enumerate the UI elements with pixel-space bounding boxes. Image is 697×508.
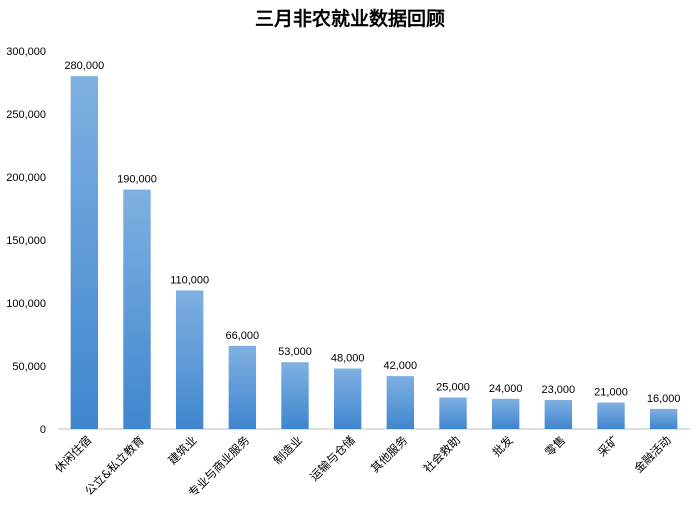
bar <box>597 402 625 429</box>
y-tick-label: 250,000 <box>6 109 46 121</box>
x-axis-labels: 休闲住宿公立&私立教育 建筑业专业与商业服务 制造业 运输与仓储 其他服务 社会救助 批发零… <box>52 433 674 500</box>
y-axis: 0 50,000 100,000 150,000 200,000 250,000 300,0… <box>6 46 46 436</box>
x-tick-label: 批发 <box>489 433 516 460</box>
bar <box>70 76 99 429</box>
data-label: 24,000 <box>489 383 523 395</box>
data-label: 53,000 <box>278 346 312 358</box>
y-tick-label: 50,000 <box>12 361 46 373</box>
x-tick-label: 采矿 <box>595 433 621 459</box>
bar <box>386 376 415 429</box>
data-label: 16,000 <box>647 393 681 405</box>
y-tick-label: 0 <box>40 424 46 436</box>
data-label: 48,000 <box>331 353 365 365</box>
data-label: 190,000 <box>117 174 157 186</box>
x-tick-label: 休闲住宿 <box>52 433 94 475</box>
x-tick-label: 金融活动 <box>631 433 673 475</box>
bar <box>491 398 520 429</box>
bar <box>228 345 257 429</box>
bar <box>281 362 309 429</box>
x-tick-label: 社会救助 <box>421 433 463 475</box>
bar <box>544 400 573 429</box>
y-tick-label: 150,000 <box>6 235 46 247</box>
bar <box>175 290 204 429</box>
bars-group <box>70 76 678 429</box>
data-label: 280,000 <box>64 60 104 72</box>
y-tick-label: 300,000 <box>6 46 46 58</box>
x-tick-label: 其他服务 <box>368 433 411 476</box>
y-tick-label: 200,000 <box>6 172 46 184</box>
bar <box>123 189 151 429</box>
bar <box>649 408 678 429</box>
bar <box>333 368 362 429</box>
data-label: 25,000 <box>436 382 470 394</box>
chart-title: 三月非农就业数据回顾 <box>255 7 445 30</box>
data-label: 66,000 <box>226 330 260 342</box>
data-labels-group: 280,000 190,000 110,000 66,000 53,000 48,000 4… <box>64 60 680 405</box>
data-label: 23,000 <box>542 384 576 396</box>
x-tick-label: 制造业 <box>271 433 305 467</box>
x-tick-label: 零售 <box>542 433 568 459</box>
data-label: 110,000 <box>170 274 209 286</box>
data-label: 21,000 <box>594 387 628 399</box>
data-label: 42,000 <box>384 360 418 372</box>
x-tick-label: 运输与仓储 <box>307 433 358 484</box>
x-tick-label: 建筑业 <box>165 433 199 467</box>
y-tick-label: 100,000 <box>6 298 46 310</box>
bar <box>439 397 467 429</box>
